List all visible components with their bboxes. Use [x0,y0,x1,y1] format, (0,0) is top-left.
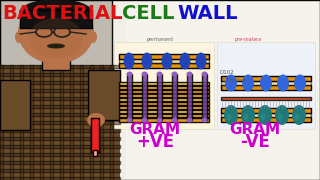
FancyBboxPatch shape [119,90,209,93]
Text: WALL: WALL [177,4,237,23]
Ellipse shape [141,71,148,76]
FancyBboxPatch shape [221,81,311,85]
FancyBboxPatch shape [0,145,120,148]
FancyBboxPatch shape [142,74,147,120]
FancyBboxPatch shape [119,114,209,117]
Ellipse shape [292,105,306,125]
Ellipse shape [126,118,132,123]
Ellipse shape [260,75,272,91]
FancyBboxPatch shape [119,102,209,105]
FancyBboxPatch shape [127,74,132,120]
FancyBboxPatch shape [0,97,120,100]
FancyBboxPatch shape [100,65,103,180]
FancyBboxPatch shape [0,161,120,164]
FancyBboxPatch shape [0,137,120,140]
FancyBboxPatch shape [119,86,209,89]
FancyBboxPatch shape [119,63,209,68]
Ellipse shape [156,71,163,76]
Ellipse shape [227,114,231,120]
FancyBboxPatch shape [110,65,113,180]
Text: +VE: +VE [136,133,174,151]
Ellipse shape [15,31,23,43]
FancyBboxPatch shape [119,94,209,97]
FancyBboxPatch shape [40,65,43,180]
FancyBboxPatch shape [187,74,192,120]
FancyBboxPatch shape [50,65,53,180]
FancyBboxPatch shape [221,97,311,100]
FancyBboxPatch shape [119,54,209,59]
Ellipse shape [87,113,105,127]
Ellipse shape [225,75,237,91]
FancyBboxPatch shape [88,70,120,120]
FancyBboxPatch shape [0,65,120,68]
Ellipse shape [277,75,289,91]
Ellipse shape [258,105,272,125]
FancyBboxPatch shape [0,121,120,124]
Text: GRAM: GRAM [229,123,281,138]
FancyBboxPatch shape [114,42,214,129]
Ellipse shape [172,71,178,76]
Ellipse shape [187,71,193,76]
FancyBboxPatch shape [112,0,320,180]
Ellipse shape [294,75,306,91]
Ellipse shape [196,53,206,69]
Ellipse shape [172,118,178,123]
FancyBboxPatch shape [70,65,73,180]
Ellipse shape [47,44,65,48]
Ellipse shape [241,105,255,125]
Text: C Children: C Children [222,78,247,82]
Ellipse shape [141,53,153,69]
Ellipse shape [156,118,163,123]
FancyBboxPatch shape [0,169,120,172]
FancyBboxPatch shape [157,74,162,120]
FancyBboxPatch shape [221,108,311,113]
Ellipse shape [180,53,190,69]
FancyBboxPatch shape [119,82,209,85]
Ellipse shape [124,53,134,69]
FancyBboxPatch shape [0,81,120,84]
Ellipse shape [202,71,207,76]
Ellipse shape [277,114,283,120]
FancyBboxPatch shape [0,153,120,156]
Text: -VE: -VE [240,133,270,151]
FancyBboxPatch shape [119,59,209,63]
FancyBboxPatch shape [20,65,23,180]
Polygon shape [0,65,120,180]
Ellipse shape [141,118,148,123]
FancyBboxPatch shape [60,65,63,180]
FancyBboxPatch shape [119,118,209,122]
FancyBboxPatch shape [0,177,120,180]
Text: GRAM: GRAM [129,123,180,138]
Ellipse shape [18,0,94,64]
Ellipse shape [162,53,172,69]
FancyBboxPatch shape [30,65,33,180]
FancyBboxPatch shape [119,98,209,101]
FancyBboxPatch shape [0,80,30,130]
FancyBboxPatch shape [172,74,177,120]
FancyBboxPatch shape [119,110,209,113]
FancyBboxPatch shape [93,150,97,156]
Text: D102: D102 [220,69,235,75]
FancyBboxPatch shape [0,129,120,132]
Ellipse shape [126,71,132,76]
Ellipse shape [224,105,238,125]
Ellipse shape [187,118,193,123]
FancyBboxPatch shape [10,65,13,180]
FancyBboxPatch shape [0,113,120,116]
FancyBboxPatch shape [217,42,315,129]
Text: pre-malara: pre-malara [235,37,261,42]
FancyBboxPatch shape [80,65,83,180]
FancyBboxPatch shape [221,85,311,90]
Text: BACTERIAL: BACTERIAL [2,4,123,23]
FancyBboxPatch shape [0,0,125,180]
Text: CELL: CELL [122,4,174,23]
Ellipse shape [28,18,84,58]
Ellipse shape [260,114,266,120]
FancyBboxPatch shape [0,73,120,76]
FancyBboxPatch shape [0,89,120,92]
FancyBboxPatch shape [90,65,93,180]
Ellipse shape [89,31,97,43]
FancyBboxPatch shape [91,118,99,152]
Ellipse shape [242,75,254,91]
